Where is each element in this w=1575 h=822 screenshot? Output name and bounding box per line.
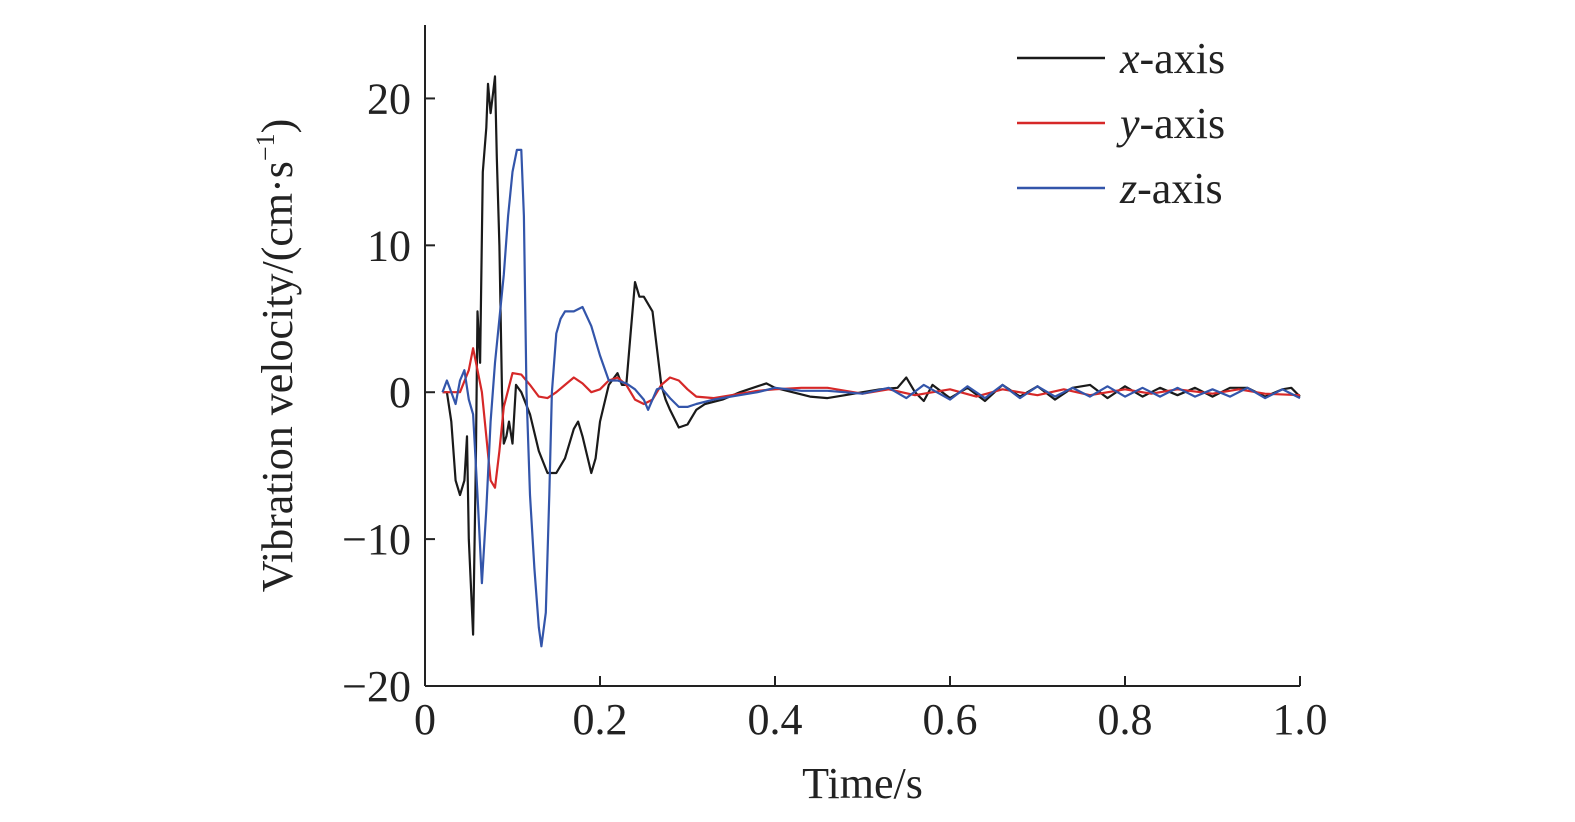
y-tick-label: 10 xyxy=(367,221,411,270)
y-axis-label: Vibration velocity/(cm·s−1) xyxy=(251,119,302,592)
ticks: −20 −10 0 10 20 0 0.2 0.4 0.6 0.8 1.0 xyxy=(342,74,1327,744)
legend-label-y-axis: y-axis xyxy=(1116,99,1225,148)
x-tick-label: 0 xyxy=(414,695,436,744)
legend-label-z-axis: z-axis xyxy=(1119,164,1223,213)
x-tick-label: 0.4 xyxy=(748,695,803,744)
y-tick-label: −10 xyxy=(342,515,411,564)
legend-label-x-axis: x-axis xyxy=(1119,34,1225,83)
y-axis-label-main: Vibration velocity/(cm·s xyxy=(253,161,302,592)
x-tick-label: 1.0 xyxy=(1273,695,1328,744)
legend: x-axis y-axis z-axis xyxy=(1017,34,1225,213)
y-tick-label: −20 xyxy=(342,662,411,711)
y-tick-label: 0 xyxy=(389,368,411,417)
x-axis-label: Time/s xyxy=(802,759,923,808)
y-axis-label-close: ) xyxy=(253,119,302,134)
axes xyxy=(424,25,1300,687)
series-layer xyxy=(441,75,1301,648)
x-tick-label: 0.8 xyxy=(1098,695,1153,744)
x-tick-label: 0.2 xyxy=(573,695,628,744)
x-tick-label: 0.6 xyxy=(923,695,978,744)
series-line-x-axis xyxy=(442,75,1301,636)
y-tick-label: 20 xyxy=(367,74,411,123)
series-line-y-axis xyxy=(442,347,1301,489)
series-line-z-axis xyxy=(441,148,1301,648)
y-axis-label-unit-exponent: −1 xyxy=(251,133,280,161)
